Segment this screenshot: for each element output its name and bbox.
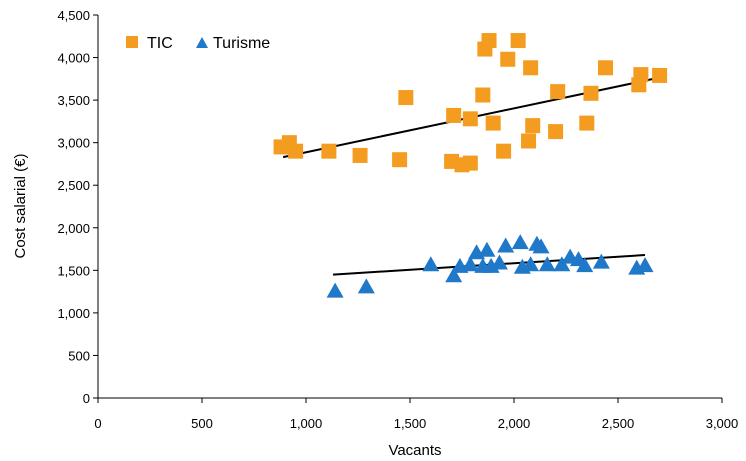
data-point-tic (652, 67, 668, 83)
y-axis-title: Cost salarial (€) (12, 153, 29, 258)
data-point-turisme (357, 278, 375, 294)
y-tick-label: 4,000 (57, 51, 90, 66)
data-point-turisme (636, 257, 654, 273)
trendlines (282, 76, 662, 276)
y-tick-label: 500 (68, 348, 90, 363)
data-point-tic (288, 143, 304, 159)
data-point-tic (462, 155, 478, 171)
y-axis-ticks: 0 500 1,000 1,500 2,000 2,500 3,000 3,500 4,000 4… (57, 8, 98, 406)
data-point-tic (583, 85, 599, 101)
data-point-turisme (538, 256, 556, 272)
y-tick-label: 3,000 (57, 136, 90, 151)
data-point-tic (462, 111, 478, 127)
data-point-turisme (576, 257, 594, 273)
data-point-tic (481, 33, 497, 49)
y-tick-label: 1,500 (57, 263, 90, 278)
legend-marker-turisme (196, 37, 208, 48)
y-tick-label: 2,500 (57, 178, 90, 193)
data-point-tic (598, 60, 614, 76)
y-tick-label: 1,000 (57, 306, 90, 321)
data-point-tic (500, 51, 516, 67)
data-point-turisme (490, 254, 508, 270)
data-point-turisme (422, 256, 440, 272)
data-point-turisme (497, 237, 515, 253)
y-tick-label: 4,500 (57, 8, 90, 23)
legend: TIC Turisme (126, 35, 270, 52)
data-point-tic (633, 67, 649, 83)
data-point-tic (548, 124, 564, 140)
data-point-turisme (522, 256, 540, 272)
data-point-tic (446, 107, 462, 123)
x-tick-label: 1,500 (394, 416, 427, 431)
legend-label-tic: TIC (147, 35, 173, 52)
data-point-tic (525, 118, 541, 134)
x-tick-label: 0 (94, 416, 101, 431)
data-point-turisme (445, 267, 463, 283)
data-point-tic (352, 147, 368, 163)
data-point-turisme (511, 234, 529, 250)
data-point-tic (523, 60, 539, 76)
x-tick-label: 2,500 (602, 416, 635, 431)
data-point-turisme (532, 238, 550, 254)
data-point-tic (521, 133, 537, 149)
data-point-tic (475, 87, 491, 103)
axes (97, 15, 722, 399)
data-point-turisme (553, 256, 571, 272)
x-tick-label: 1,000 (290, 416, 323, 431)
data-point-tic (510, 33, 526, 49)
y-tick-label: 2,000 (57, 221, 90, 236)
data-point-turisme (592, 253, 610, 269)
data-point-tic (392, 152, 408, 168)
x-tick-label: 3,000 (706, 416, 739, 431)
x-tick-label: 500 (191, 416, 213, 431)
data-point-tic (550, 84, 566, 100)
data-point-turisme (478, 241, 496, 257)
x-tick-label: 2,000 (498, 416, 531, 431)
data-point-tic (485, 115, 501, 131)
data-point-tic (398, 90, 414, 106)
legend-label-turisme: Turisme (213, 35, 270, 52)
legend-marker-tic (126, 36, 138, 48)
data-point-turisme (461, 256, 479, 272)
data-point-turisme (326, 282, 344, 298)
y-tick-label: 3,500 (57, 93, 90, 108)
data-markers (273, 33, 668, 298)
data-point-tic (321, 143, 337, 159)
x-axis-ticks: 0 500 1,000 1,500 2,000 2,500 3,000 (94, 398, 738, 431)
y-tick-label: 0 (83, 391, 90, 406)
data-point-tic (496, 143, 512, 159)
data-point-tic (579, 115, 595, 131)
x-axis-title: Vacants (388, 442, 441, 459)
